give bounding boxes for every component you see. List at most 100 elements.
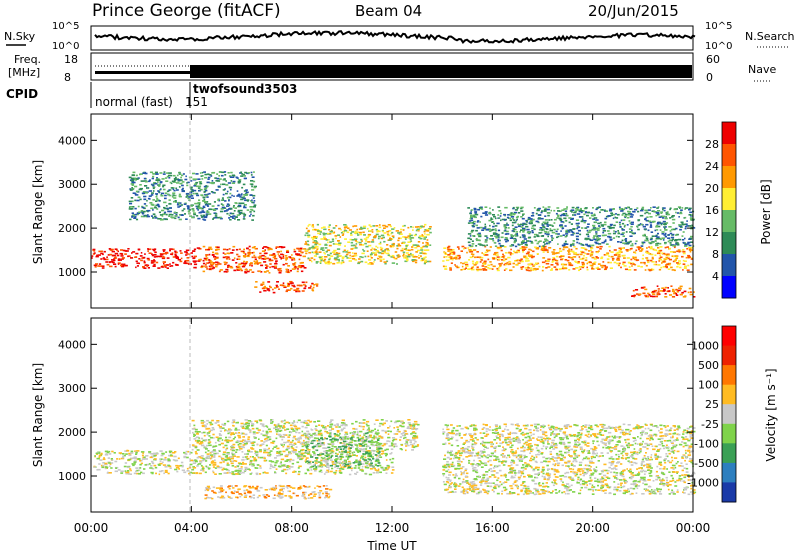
power-echo-cell [647,220,652,223]
power-echo-cell [128,200,132,203]
power-echo-cell [154,217,158,219]
power-echo-cell [307,234,311,237]
power-echo-cell [623,224,626,227]
power-echo-cell [171,252,174,254]
power-echo-cell [401,247,404,250]
power-echo-cell [374,252,377,254]
power-echo-cell [496,222,500,225]
power-echo-cell [249,194,253,196]
power-echo-cell [545,267,548,269]
velocity-echo-cell [268,430,272,433]
power-echo-cell [584,259,588,261]
power-echo-cell [688,225,692,227]
velocity-echo-cell [200,465,203,467]
power-echo-cell [637,224,641,226]
power-echo-cell [494,245,498,247]
velocity-echo-cell [273,427,277,429]
power-echo-cell [266,246,269,249]
power-echo-cell [166,267,169,269]
power-echo-cell [467,241,471,244]
power-echo-cell [269,266,271,269]
power-echo-cell [198,207,202,209]
power-echo-cell [140,180,144,182]
power-echo-cell [134,185,138,188]
power-echo-cell [168,172,172,174]
power-echo-cell [357,262,360,265]
power-echo-cell [203,171,206,173]
power-echo-cell [363,234,366,236]
power-echo-cell [327,226,331,228]
power-echo-cell [637,219,641,221]
power-echo-cell [261,287,265,290]
velocity-echo-cell [192,462,197,464]
velocity-echo-cell [144,464,147,466]
power-echo-cell [575,253,580,256]
velocity-echo-cell [359,459,361,462]
power-echo-cell [494,228,497,230]
power-echo-cell [248,245,251,248]
cpid-label: CPID [6,87,38,101]
power-echo-cell [450,248,453,251]
power-echo-cell [305,227,308,230]
power-echo-cell [484,241,488,243]
power-echo-cell [547,206,551,208]
power-echo-cell [540,231,543,234]
power-echo-cell [418,254,420,257]
velocity-echo-cell [390,452,393,454]
power-echo-cell [328,228,331,231]
power-echo-cell [155,193,158,195]
power-echo-cell [149,248,152,250]
power-echo-cell [179,260,183,263]
power-echo-cell [200,194,204,196]
power-echo-cell [293,250,297,253]
power-echo-cell [476,266,479,268]
power-echo-cell [224,174,227,176]
power-echo-cell [250,208,253,211]
velocity-echo-cell [309,421,312,423]
power-echo-cell [484,214,489,216]
power-echo-cell [208,259,211,261]
power-echo-cell [503,256,505,259]
power-echo-cell [657,221,660,224]
power-echo-cell [230,208,233,210]
power-echo-cell [392,256,395,259]
power-echo-cell [607,232,612,235]
power-echo-cell [528,254,531,256]
power-echo-cell [552,249,556,251]
velocity-echo-cell [301,457,304,460]
power-echo-cell [582,265,585,267]
power-echo-cell [520,206,524,209]
power-echo-cell [606,252,610,254]
velocity-echo-cell [361,470,364,472]
power-echo-cell [667,234,670,236]
power-echo-cell [690,246,694,249]
power-echo-cell [469,251,474,253]
velocity-echo-cell [113,452,116,454]
power-echo-cell [538,240,542,242]
velocity-echo-cell [220,456,223,459]
velocity-echo-cell [290,431,293,434]
power-echo-cell [301,261,304,264]
power-echo-cell [203,185,207,188]
power-echo-cell [403,224,406,227]
power-echo-cell [625,242,628,244]
power-echo-cell [578,242,581,245]
power-echo-cell [536,248,540,250]
power-echo-cell [648,212,651,215]
power-echo-cell [633,232,636,234]
power-echo-cell [141,212,144,215]
power-echo-cell [661,252,664,254]
velocity-echo-cell [139,463,142,466]
velocity-echo-cell [254,458,258,461]
power-echo-cell [263,289,267,292]
power-echo-cell [564,259,568,261]
power-echo-cell [575,235,579,238]
power-echo-cell [602,231,605,234]
power-echo-cell [561,227,564,230]
velocity-echo-cell [226,457,230,459]
power-echo-cell [492,209,494,211]
power-echo-cell [164,218,168,221]
velocity-echo-cell [326,469,330,472]
power-echo-cell [585,248,588,251]
velocity-echo-cell [314,467,318,470]
